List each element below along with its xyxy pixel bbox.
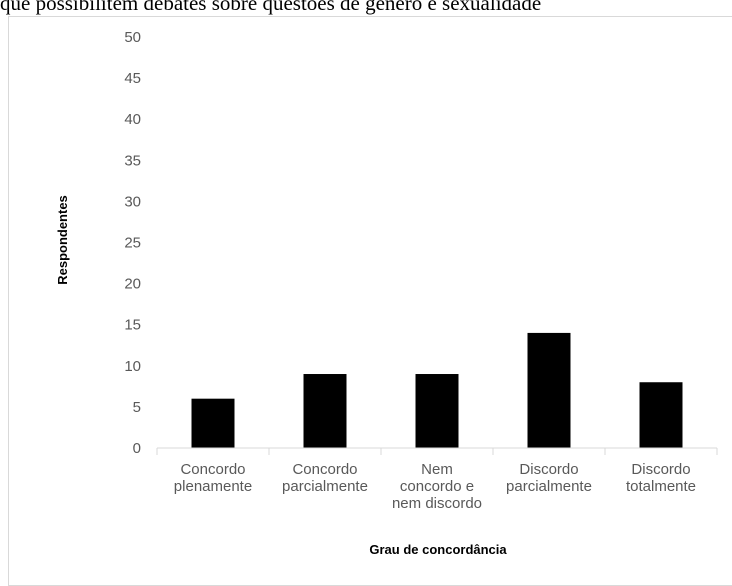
x-axis-labels: Concordo plenamente Concordo parcialmente Ne…	[174, 461, 696, 512]
y-tick-label: 50	[124, 29, 141, 46]
y-tick-label: 20	[124, 276, 141, 293]
page-text-fragment: que possibilitem debates sobre questões …	[0, 0, 542, 15]
bar	[303, 374, 347, 448]
bar	[527, 332, 571, 448]
y-tick-label: 30	[124, 193, 141, 210]
y-tick-label: 0	[133, 440, 141, 457]
x-category-label: Nem concordo e nem discordo	[392, 461, 482, 512]
bars	[191, 332, 683, 448]
x-category-label: Discordo totalmente	[626, 461, 696, 495]
x-axis-title: Grau de concordância	[369, 542, 507, 557]
x-category-label: Concordo parcialmente	[282, 461, 368, 495]
bar	[191, 398, 235, 448]
x-axis	[156, 447, 718, 455]
y-tick-label: 40	[124, 111, 141, 128]
y-tick-label: 5	[133, 399, 141, 416]
bar	[415, 374, 459, 448]
y-tick-label: 35	[124, 152, 141, 169]
bar	[639, 382, 683, 448]
y-axis-ticks: 0 5 10 15 20 25 30 35 40 45 50	[124, 29, 141, 457]
y-tick-label: 15	[124, 317, 141, 334]
x-category-label: Concordo plenamente	[174, 461, 252, 495]
y-axis-title: Respondentes	[55, 195, 70, 285]
x-category-label: Discordo parcialmente	[506, 461, 592, 495]
y-tick-label: 45	[124, 70, 141, 87]
y-tick-label: 25	[124, 235, 141, 252]
y-tick-label: 10	[124, 358, 141, 375]
